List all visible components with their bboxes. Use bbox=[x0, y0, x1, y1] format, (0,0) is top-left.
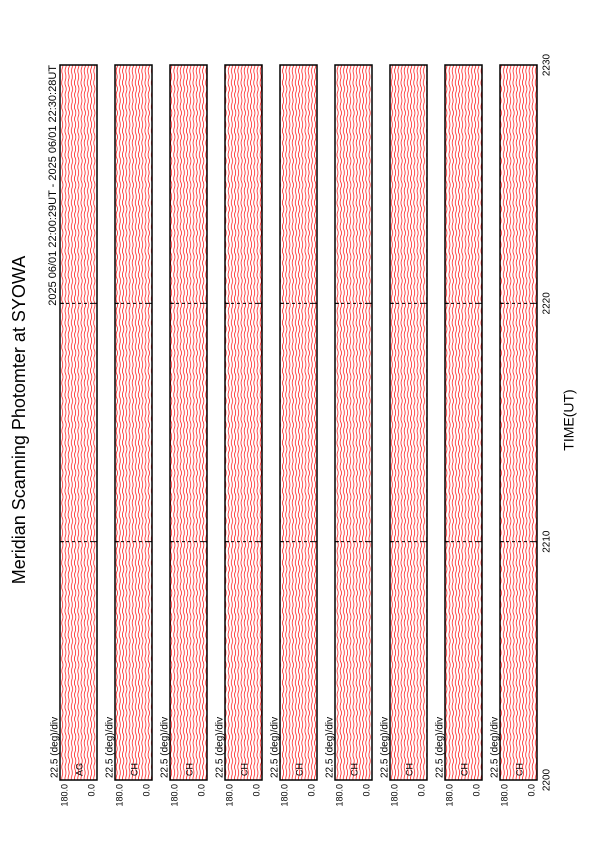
y-tick-label: 180.0 bbox=[499, 784, 509, 807]
trace-area bbox=[170, 65, 207, 780]
y-tick-label: 180.0 bbox=[279, 784, 289, 807]
channel-label: CH bbox=[350, 763, 360, 776]
x-tick-label: 2210 bbox=[542, 530, 553, 553]
trace-area bbox=[335, 65, 372, 780]
trace-area bbox=[60, 65, 97, 780]
y-tick-label: 180.0 bbox=[59, 784, 69, 807]
scale-label: 22.5 (deg)/div bbox=[50, 717, 61, 778]
trace-area bbox=[500, 65, 537, 780]
y-tick-label: 0.0 bbox=[141, 784, 151, 797]
trace-area bbox=[390, 65, 427, 780]
y-tick-label: 0.0 bbox=[416, 784, 426, 797]
trace-area bbox=[225, 65, 262, 780]
y-tick-label: 0.0 bbox=[196, 784, 206, 797]
scale-label: 22.5 (deg)/div bbox=[215, 717, 226, 778]
channel-label: CH bbox=[240, 763, 250, 776]
x-tick-label: 2230 bbox=[542, 53, 553, 76]
chart-title: Meridian Scanning Photomter at SYOWA bbox=[9, 256, 29, 584]
y-tick-label: 180.0 bbox=[334, 784, 344, 807]
trace-area bbox=[445, 65, 482, 780]
channel-label: CH bbox=[130, 763, 140, 776]
scale-label: 22.5 (deg)/div bbox=[325, 717, 336, 778]
scale-label: 22.5 (deg)/div bbox=[160, 717, 171, 778]
y-tick-label: 180.0 bbox=[169, 784, 179, 807]
y-tick-label: 0.0 bbox=[86, 784, 96, 797]
channel-label: CH bbox=[460, 763, 470, 776]
x-tick-label: 2200 bbox=[542, 768, 553, 791]
y-tick-label: 180.0 bbox=[114, 784, 124, 807]
y-tick-label: 180.0 bbox=[389, 784, 399, 807]
scale-label: 22.5 (deg)/div bbox=[380, 717, 391, 778]
scale-label: 22.5 (deg)/div bbox=[490, 717, 501, 778]
x-tick-label: 2220 bbox=[542, 292, 553, 315]
x-axis-label: TIME(UT) bbox=[561, 389, 577, 450]
rotated-plot: Meridian Scanning Photomter at SYOWA 202… bbox=[9, 53, 577, 806]
trace-area bbox=[115, 65, 152, 780]
channel-label: AG bbox=[75, 763, 85, 776]
y-tick-label: 180.0 bbox=[444, 784, 454, 807]
y-tick-label: 0.0 bbox=[306, 784, 316, 797]
y-tick-label: 0.0 bbox=[526, 784, 536, 797]
scale-label: 22.5 (deg)/div bbox=[270, 717, 281, 778]
scale-label: 22.5 (deg)/div bbox=[105, 717, 116, 778]
trace-area bbox=[280, 65, 317, 780]
scale-label: 22.5 (deg)/div bbox=[435, 717, 446, 778]
chart-subtitle: 2025 06/01 22:00:29UT - 2025 06/01 22:30… bbox=[47, 65, 59, 306]
y-tick-label: 0.0 bbox=[251, 784, 261, 797]
channel-label: CH bbox=[405, 763, 415, 776]
y-tick-label: 180.0 bbox=[224, 784, 234, 807]
channel-label: CH bbox=[185, 763, 195, 776]
y-tick-label: 0.0 bbox=[361, 784, 371, 797]
channel-label: CH bbox=[295, 763, 305, 776]
y-tick-label: 0.0 bbox=[471, 784, 481, 797]
channel-label: CH bbox=[515, 763, 525, 776]
